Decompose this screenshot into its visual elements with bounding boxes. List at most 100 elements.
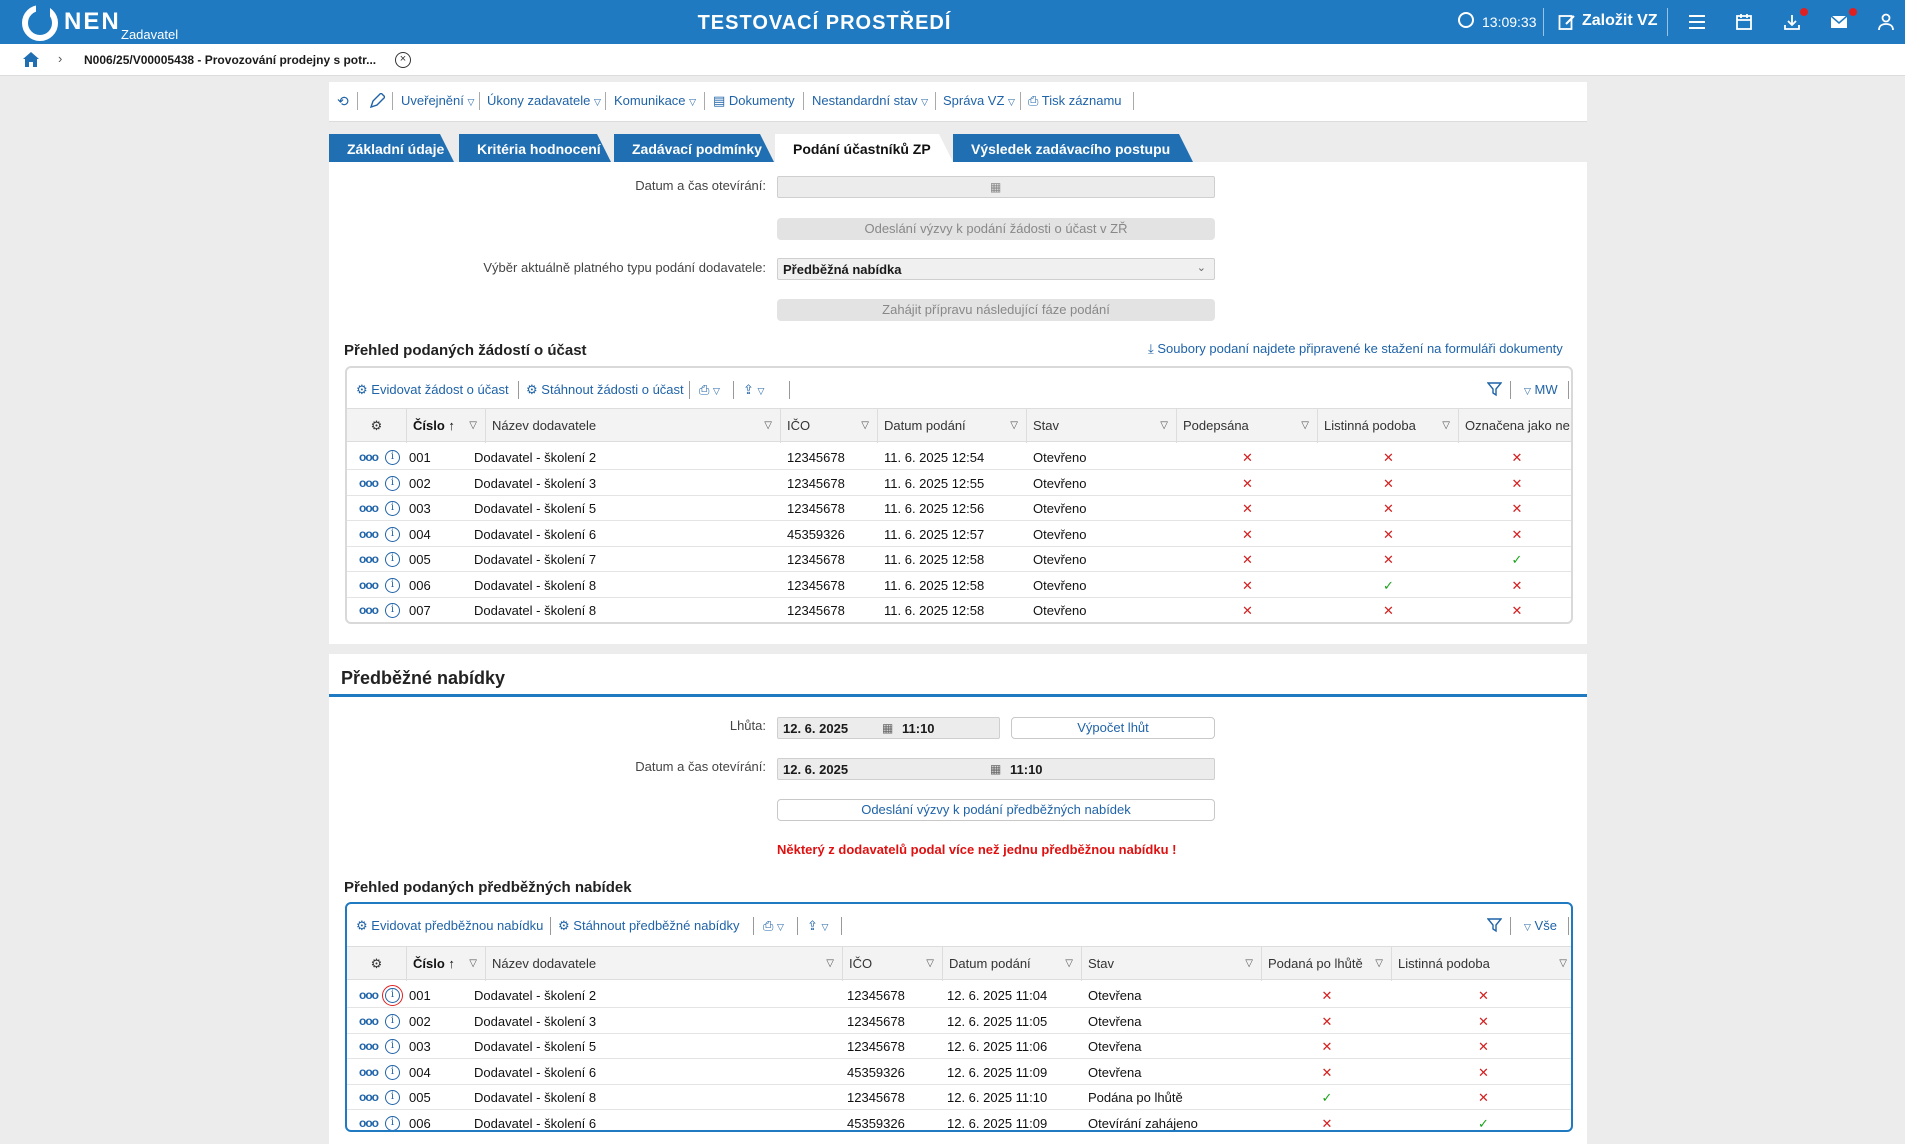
row-actions-icon[interactable]: ooo (359, 1013, 379, 1028)
row-actions-icon[interactable]: ooo (359, 988, 379, 1002)
row-actions-icon[interactable]: ooo (359, 603, 379, 617)
menu-documents[interactable]: ▤ Dokumenty (713, 93, 795, 109)
tab-participant-submissions[interactable]: Podání účastníků ZP (775, 134, 953, 162)
info-icon[interactable]: i (385, 1090, 400, 1105)
menu-print-record[interactable]: ⎙ Tisk záznamu (1028, 93, 1122, 109)
col-number[interactable]: Číslo ↑ ▽ (407, 409, 486, 443)
row-actions-icon[interactable]: ooo (359, 526, 379, 541)
tab-basic-data[interactable]: Základní údaje (329, 134, 454, 162)
row-actions-icon[interactable]: ooo (359, 1115, 379, 1130)
col-state[interactable]: Stav ▽ (1027, 409, 1177, 443)
filter-icon[interactable]: ▽ (469, 958, 477, 969)
register-prelim-button[interactable]: ⚙ Evidovat předběžnou nabídku (356, 918, 543, 934)
info-icon[interactable]: i (385, 526, 400, 542)
create-vz-button[interactable]: Založit VZ (1582, 12, 1658, 29)
column-settings-icon[interactable]: ⚙ (347, 409, 407, 443)
col-number[interactable]: Číslo ↑ ▽ (407, 947, 486, 981)
hamburger-menu-icon[interactable] (1687, 12, 1707, 32)
col-late[interactable]: Podaná po lhůtě ▽ (1262, 947, 1392, 981)
filter-icon[interactable] (1486, 382, 1503, 400)
filter-icon[interactable]: ▽ (861, 420, 869, 431)
row-actions-icon[interactable]: ooo (359, 1064, 379, 1079)
col-ico[interactable]: IČO ▽ (843, 947, 943, 981)
row-actions-icon[interactable]: ooo (359, 577, 379, 592)
filter-icon[interactable]: ▽ (764, 420, 772, 431)
prepare-next-phase-button[interactable]: Zahájit přípravu následující fáze podání (777, 299, 1215, 321)
filter-icon[interactable]: ▽ (826, 958, 834, 969)
info-icon[interactable]: i (385, 1039, 400, 1054)
download-icon[interactable] (1782, 12, 1802, 32)
info-icon[interactable]: i (385, 552, 400, 567)
info-icon[interactable]: i (385, 475, 400, 491)
files-download-link[interactable]: ⤓ Soubory podaní najdete připravené ke s… (1148, 341, 1563, 357)
menu-nonstandard-state[interactable]: Nestandardní stav ▽ (812, 93, 928, 108)
export-menu-button[interactable]: ⇪ ▽ (743, 382, 764, 398)
download-requests-button[interactable]: ⚙ Stáhnout žádosti o účast (526, 382, 684, 398)
calculate-deadlines-button[interactable]: Výpočet lhůt (1011, 717, 1215, 739)
close-tab-icon[interactable]: × (395, 52, 411, 68)
filter-icon[interactable]: ▽ (1375, 958, 1383, 969)
menu-communication[interactable]: Komunikace ▽ (614, 93, 696, 108)
row-actions-icon[interactable]: ooo (359, 1090, 379, 1104)
info-icon[interactable]: i (385, 1115, 400, 1130)
filter-icon[interactable] (1486, 918, 1503, 936)
filter-icon[interactable]: ▽ (1065, 958, 1073, 969)
register-request-button[interactable]: ⚙ Evidovat žádost o účast (356, 382, 509, 398)
breadcrumb-item[interactable]: N006/25/V00005438 - Provozování prodejny… (84, 53, 377, 67)
calendar-icon[interactable] (1734, 12, 1754, 32)
filter-icon[interactable]: ▽ (1442, 420, 1450, 431)
nen-logo-icon[interactable] (22, 5, 58, 41)
info-icon[interactable]: i (385, 501, 400, 516)
info-icon[interactable]: i (382, 985, 403, 1006)
col-date[interactable]: Datum podání ▽ (943, 947, 1082, 981)
tab-procedure-result[interactable]: Výsledek zadávacího postupu (953, 134, 1193, 162)
filter-icon[interactable]: ▽ (1160, 420, 1168, 431)
home-icon[interactable] (22, 51, 40, 71)
info-icon[interactable]: i (385, 1064, 400, 1080)
col-supplier[interactable]: Název dodavatele ▽ (486, 409, 781, 443)
filter-icon[interactable]: ▽ (1010, 420, 1018, 431)
info-icon[interactable]: i (385, 603, 400, 618)
send-prelim-call-button[interactable]: Odeslání výzvy k podání předběžných nabí… (777, 799, 1215, 821)
col-date[interactable]: Datum podání ▽ (878, 409, 1027, 443)
view-select-all[interactable]: ▽ Vše (1524, 918, 1557, 933)
col-ico[interactable]: IČO ▽ (781, 409, 878, 443)
print-menu-button[interactable]: ⎙ ▽ (699, 382, 720, 398)
menu-contracting-actions[interactable]: Úkony zadavatele ▽ (487, 93, 601, 108)
column-settings-icon[interactable]: ⚙ (347, 947, 407, 981)
mail-icon[interactable] (1829, 12, 1849, 32)
send-participation-call-button[interactable]: Odeslání výzvy k podání žádosti o účast … (777, 218, 1215, 240)
filter-icon[interactable]: ▽ (1301, 420, 1309, 431)
col-paper[interactable]: Listinná podoba ▽ (1318, 409, 1459, 443)
menu-vz-management[interactable]: Správa VZ ▽ (943, 93, 1015, 108)
row-actions-icon[interactable]: ooo (359, 501, 379, 515)
info-icon[interactable]: i (385, 1013, 400, 1029)
deadline-field[interactable]: 12. 6. 2025 ▦ 11:10 (777, 717, 1000, 739)
row-actions-icon[interactable]: ooo (359, 450, 379, 464)
col-paper[interactable]: Listinná podoba ▽ (1392, 947, 1571, 981)
col-supplier[interactable]: Název dodavatele ▽ (486, 947, 843, 981)
download-prelim-button[interactable]: ⚙ Stáhnout předběžné nabídky (558, 918, 740, 934)
col-state[interactable]: Stav ▽ (1082, 947, 1262, 981)
filter-icon[interactable]: ▽ (1559, 958, 1567, 969)
col-signed[interactable]: Podepsána ▽ (1177, 409, 1318, 443)
info-icon[interactable]: i (385, 577, 400, 593)
filter-icon[interactable]: ▽ (1245, 958, 1253, 969)
print-menu-button[interactable]: ⎙ ▽ (763, 918, 784, 934)
calendar-icon[interactable]: ▦ (882, 721, 894, 735)
edit-icon[interactable] (1557, 12, 1577, 32)
info-icon[interactable]: i (385, 450, 400, 465)
export-menu-button[interactable]: ⇪ ▽ (807, 918, 828, 934)
col-marked[interactable]: Označena jako ne (1459, 409, 1571, 443)
view-select-mw[interactable]: ▽ MW (1524, 382, 1558, 397)
pencil-icon[interactable] (369, 92, 386, 112)
menu-publication[interactable]: Uveřejnění ▽ (401, 93, 474, 108)
refresh-icon[interactable]: ⟲ (337, 93, 349, 109)
submission-type-select[interactable]: Předběžná nabídka ⌄ (777, 258, 1215, 280)
tab-evaluation-criteria[interactable]: Kritéria hodnocení (459, 134, 611, 162)
row-actions-icon[interactable]: ooo (359, 552, 379, 566)
user-icon[interactable] (1876, 12, 1896, 32)
filter-icon[interactable]: ▽ (469, 420, 477, 431)
row-actions-icon[interactable]: ooo (359, 475, 379, 490)
filter-icon[interactable]: ▽ (926, 958, 934, 969)
